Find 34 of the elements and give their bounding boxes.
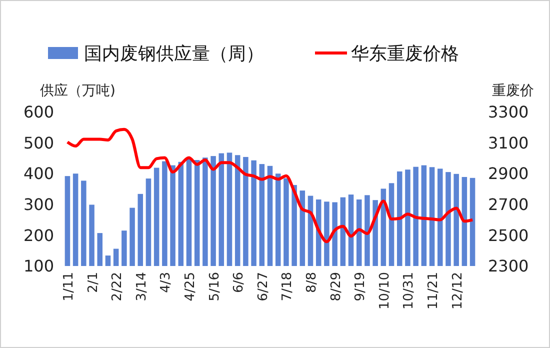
x-tick-label: 12/12 [450, 272, 466, 310]
y2-tick-label: 2900 [488, 164, 529, 184]
y2-tick-label: 2700 [488, 195, 529, 214]
x-tick-label: 10/31 [402, 272, 417, 310]
y2-tick-label: 3300 [488, 102, 529, 122]
y-axis-title: 供应（万吨) [40, 83, 116, 99]
x-tick-label: 2/22 [110, 272, 126, 302]
x-tick-label: 9/19 [353, 272, 368, 302]
x-tick-label: 8/29 [328, 272, 344, 302]
y-tick-label: 500 [23, 133, 54, 152]
y-tick-label: 400 [23, 164, 54, 184]
x-tick-label: 3/14 [134, 272, 150, 302]
x-tick-label: 5/16 [207, 272, 222, 302]
x-tick-label: 2/1 [86, 272, 101, 293]
x-tick-label: 8/8 [304, 272, 320, 293]
y2-tick-label: 2500 [488, 226, 529, 245]
y-tick-label: 100 [23, 256, 54, 276]
y-tick-label: 600 [23, 102, 54, 122]
x-tick-label: 6/27 [256, 272, 271, 302]
legend-label: 华东重废价格 [351, 43, 459, 64]
x-tick-label: 11/21 [426, 272, 442, 310]
line-series [66, 128, 474, 244]
y2-tick-label: 2300 [488, 256, 529, 276]
y-tick-label: 300 [23, 195, 54, 214]
legend-label: 国内废钢供应量（周） [84, 43, 264, 64]
x-tick-label: 4/25 [182, 272, 198, 302]
y2-tick-label: 3100 [488, 133, 529, 152]
y2-axis-title: 重废价 [492, 83, 534, 99]
x-tick-label: 7/18 [280, 272, 296, 302]
y-tick-label: 200 [23, 226, 54, 245]
x-tick-label: 6/6 [232, 272, 247, 293]
x-tick-label: 10/10 [377, 272, 392, 310]
x-tick-label: 4/3 [158, 272, 174, 293]
x-tick-label: 1/11 [61, 272, 76, 302]
